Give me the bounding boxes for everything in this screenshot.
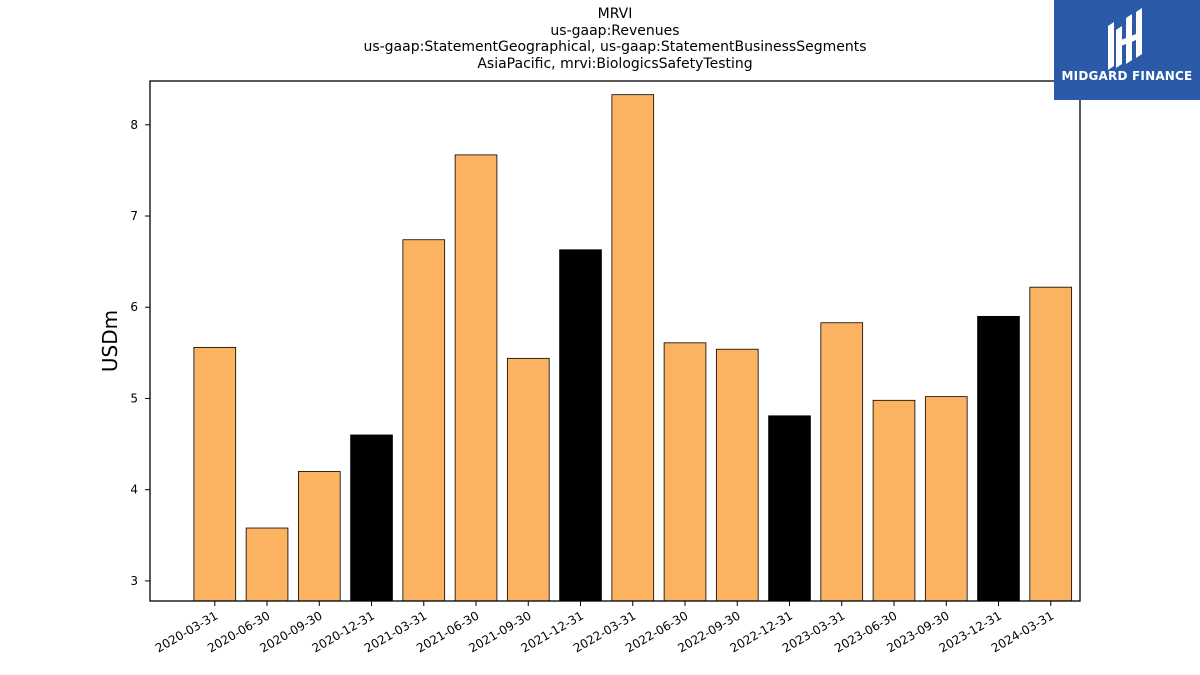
y-axis: 3 4 5 6 7 8 [130,118,150,588]
bar [350,434,393,602]
y-tick-label: 6 [130,300,138,314]
chart-title-line: MRVI [597,6,633,22]
brand-name: MIDGARD FINANCE [1061,69,1193,83]
bar [820,322,864,602]
bar [977,315,1020,602]
chart-title-line: us-gaap:Revenues [550,22,680,39]
y-tick-label: 5 [130,391,138,405]
bar [506,357,550,602]
bar [402,239,446,602]
bar [1029,286,1073,602]
y-tick-label: 3 [130,574,138,588]
y-tick-label: 4 [130,483,138,497]
chart-title-line: us-gaap:StatementGeographical, us-gaap:S… [363,39,867,55]
midgard-logo-icon [1108,8,1142,70]
x-axis: 2020-03-312020-06-302020-09-302020-12-31… [153,601,1056,655]
bar [768,415,811,602]
bar [924,396,968,602]
plot-frame [149,80,1081,602]
bar [245,527,289,602]
chart-title-line: AsiaPacific, mrvi:BiologicsSafetyTesting [477,55,753,72]
bar [611,94,655,602]
brand-logo: MIDGARD FINANCE [1054,0,1200,100]
chart-title: MRVI us-gaap:Revenues us-gaap:StatementG… [150,6,1080,72]
bars-group [193,94,1073,602]
bar [715,348,759,602]
y-axis-label: USDm [98,310,122,372]
bar [663,342,707,602]
y-tick-label: 7 [130,209,138,223]
y-tick-label: 8 [130,118,138,132]
bar [872,399,916,602]
bar [559,249,602,602]
bar [193,346,237,602]
bar [454,154,498,602]
bar [297,471,341,602]
